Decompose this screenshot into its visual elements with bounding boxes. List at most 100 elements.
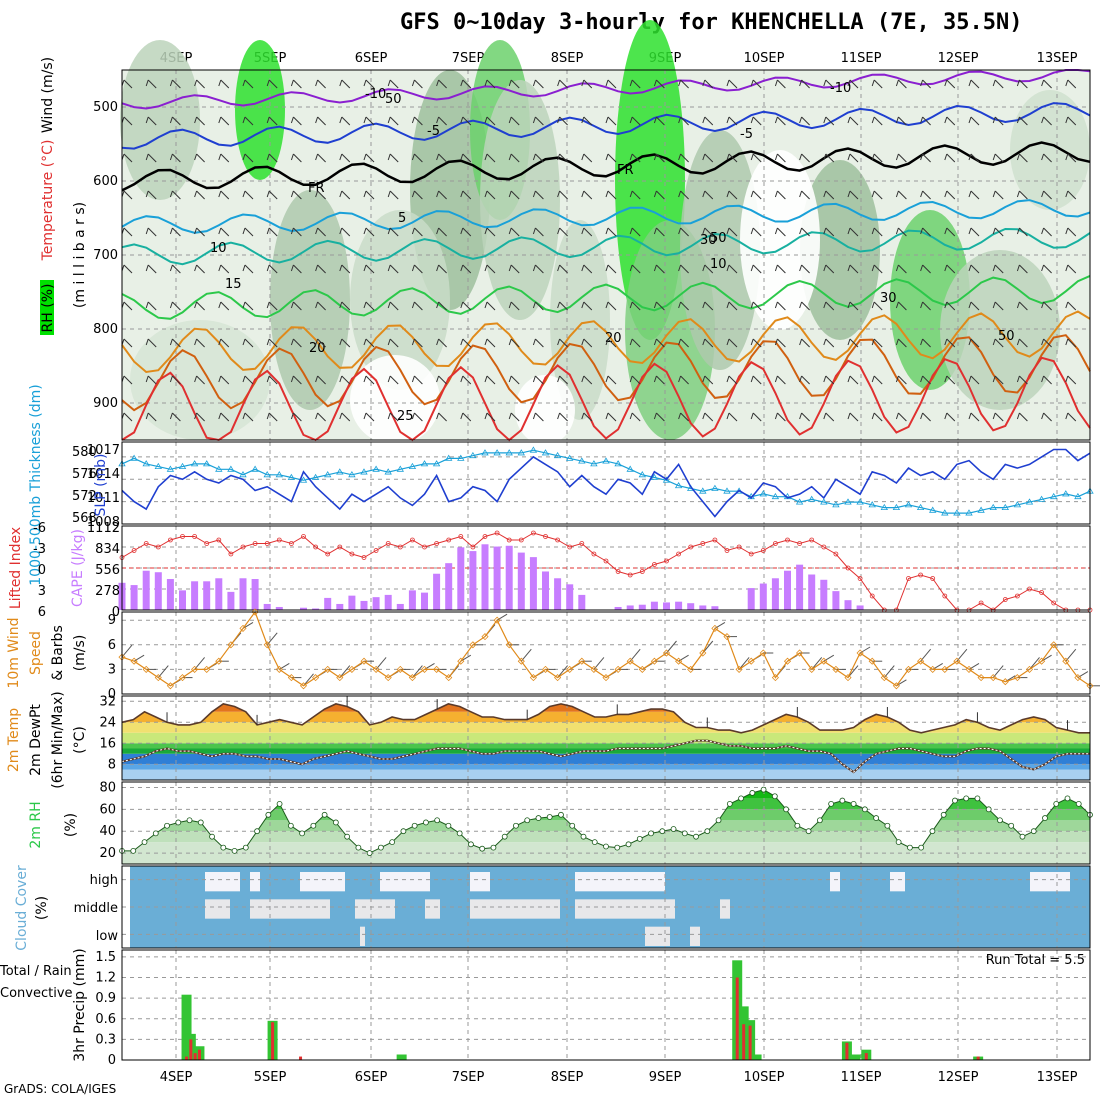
wind-barb <box>1065 338 1077 348</box>
wind-speed-marker <box>541 665 550 673</box>
wind-barb <box>1065 375 1077 385</box>
thickness-marker <box>311 473 320 480</box>
thickness-marker <box>227 465 235 472</box>
wind-barb <box>895 116 907 126</box>
wind-barb <box>774 227 786 237</box>
temp-color-band <box>122 732 1090 744</box>
rh-marker <box>603 843 609 850</box>
cloud-gap <box>470 872 490 892</box>
wind-speed-marker <box>941 665 949 673</box>
wind-barb-10m <box>823 654 835 662</box>
wind-barb <box>581 412 593 422</box>
cloud-gap <box>1030 872 1070 892</box>
cape-bar <box>154 572 162 610</box>
cape-bar <box>626 605 634 610</box>
contour-label: -5 <box>427 124 440 139</box>
thickness-marker <box>505 449 513 456</box>
wind-barb <box>774 153 786 163</box>
rh-marker <box>355 844 362 851</box>
wind-barb <box>411 190 423 200</box>
wind-barb <box>242 116 254 126</box>
rh-marker <box>366 850 373 856</box>
wind-barb <box>411 375 423 385</box>
wind-barb <box>920 375 931 385</box>
wind-barb <box>968 190 980 200</box>
wind-barb <box>799 190 810 200</box>
rh-marker <box>310 822 317 829</box>
precip-total-bar <box>850 1054 861 1060</box>
wind-barb <box>605 153 617 163</box>
wind-barb <box>266 338 278 348</box>
wind-barb <box>726 301 738 311</box>
wind-barb <box>169 264 181 274</box>
wind-speed-marker <box>771 674 779 682</box>
isotherm-line <box>121 102 1091 150</box>
wind-barb <box>799 264 810 274</box>
wind-barb <box>266 227 278 237</box>
wind-barb <box>315 153 326 163</box>
rh-marker <box>828 800 835 807</box>
precip-convective-bar <box>864 1053 868 1060</box>
wind-barb <box>290 153 302 163</box>
date-label-bottom: 4SEP <box>160 1070 193 1085</box>
wind-barb <box>750 153 762 163</box>
cape-bar <box>759 583 767 610</box>
wind-barb <box>1065 301 1077 311</box>
rh-marker <box>985 806 992 813</box>
wind-barb <box>847 301 859 311</box>
cape-bar <box>517 552 525 610</box>
wind-barb <box>726 79 738 89</box>
isotherm-line <box>121 141 1091 192</box>
wind-barb <box>508 227 520 237</box>
wind-barb <box>436 264 447 274</box>
panel-frame <box>121 441 1091 525</box>
lifted-index-marker <box>422 544 427 550</box>
lifted-index-marker <box>482 534 488 539</box>
lifted-index-marker <box>845 565 851 571</box>
wind-speed-marker <box>529 674 537 682</box>
wind-barb <box>629 264 641 274</box>
lifted-index-marker <box>240 544 246 550</box>
contour-label: 15 <box>225 277 242 292</box>
slp-line <box>121 448 1091 518</box>
wind-barb <box>799 412 810 422</box>
wind-barb <box>702 338 714 348</box>
wind-speed-marker <box>1074 674 1082 682</box>
wind-barb <box>605 412 617 422</box>
wind-speed-marker <box>602 674 610 682</box>
wind-barb <box>363 338 375 348</box>
wind-barb <box>411 338 423 348</box>
wind-barb <box>774 190 786 200</box>
wind-barb <box>460 375 472 385</box>
wind-barb <box>581 153 593 163</box>
thickness-marker <box>1049 492 1058 500</box>
wind-barb <box>750 412 762 422</box>
wind-barb <box>557 190 568 200</box>
wind-barb <box>315 301 326 311</box>
wind-barb <box>532 264 544 274</box>
wind-barb-10m <box>279 662 290 670</box>
date-label-bottom: 11SEP <box>841 1070 882 1085</box>
rh-marker <box>614 844 621 851</box>
credit-label: GrADS: COLA/IGES <box>4 1082 117 1096</box>
wind-barb <box>411 227 423 237</box>
wind-barb <box>145 338 157 348</box>
minmax-axis-label: (6hr Min/Max) <box>50 691 66 788</box>
thickness-marker <box>807 495 816 502</box>
thickness-tick: 576 <box>72 467 97 482</box>
wind-barb <box>605 375 617 385</box>
wind-barb <box>266 79 278 89</box>
wind-barb <box>871 153 883 163</box>
cape-tick: 278 <box>95 584 120 599</box>
cape-bar <box>336 603 344 610</box>
wind-barb <box>678 227 689 237</box>
wind-speed-marker <box>844 674 852 682</box>
isotherm-line <box>121 274 1091 320</box>
wind-barb <box>363 153 375 163</box>
rh-marker <box>1053 800 1060 807</box>
rh-marker <box>805 828 812 835</box>
wind-barb <box>823 190 835 200</box>
chart-title: GFS 0~10day 3-hourly for KHENCHELLA (7E,… <box>400 10 1023 35</box>
thickness-marker <box>336 468 344 475</box>
date-label-top: 13SEP <box>1037 51 1078 66</box>
